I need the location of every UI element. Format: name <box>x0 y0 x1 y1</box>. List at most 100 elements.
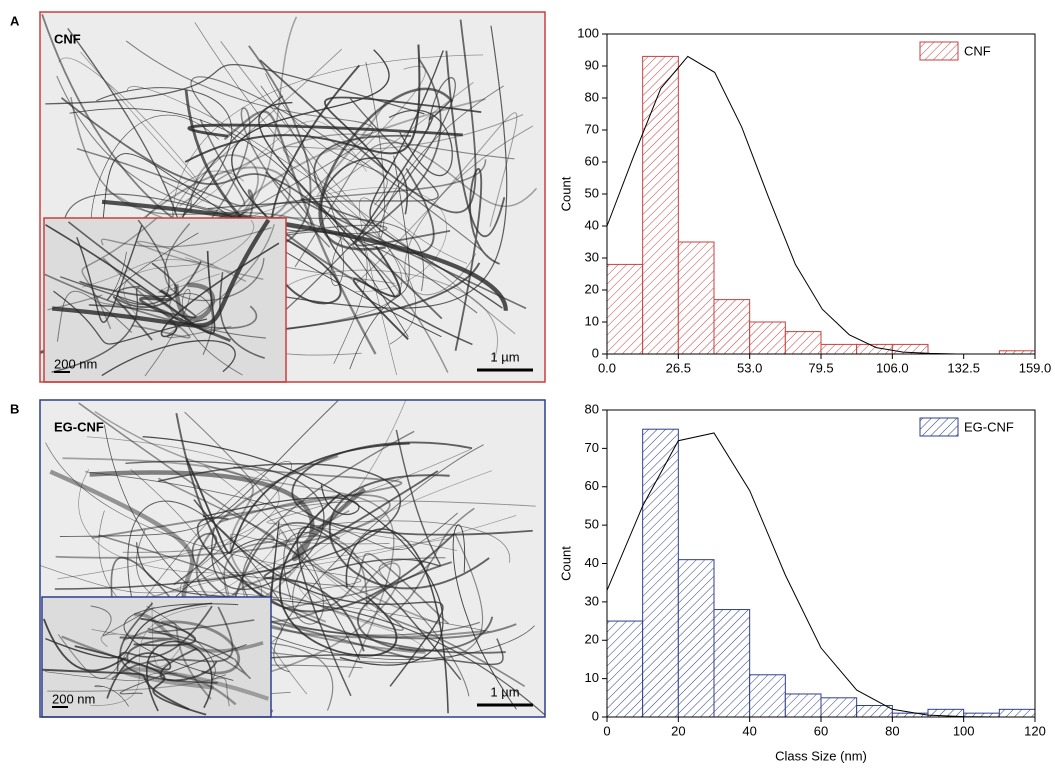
y-tick-label: 100 <box>577 25 599 40</box>
y-tick-label: 20 <box>585 281 599 296</box>
image-frame <box>39 11 546 383</box>
histogram-bar <box>749 321 786 355</box>
fiber <box>119 644 247 695</box>
inset-micrograph <box>42 597 271 717</box>
fiber <box>148 619 255 660</box>
fiber <box>175 412 455 613</box>
fiber <box>60 97 443 320</box>
fiber <box>54 463 402 590</box>
fiber <box>144 288 243 377</box>
fiber <box>84 471 458 550</box>
x-tick-label: 80 <box>885 723 899 738</box>
fiber <box>119 636 173 664</box>
panel-letter: B <box>10 401 19 416</box>
inset-scale-bar-label: 200 nm <box>54 356 97 371</box>
histogram-bar <box>713 609 751 718</box>
fiber <box>158 220 254 293</box>
y-tick-label: 10 <box>585 313 599 328</box>
fiber <box>357 561 494 652</box>
fiber <box>199 107 331 248</box>
fiber <box>231 49 390 217</box>
image-label: CNF <box>54 31 81 46</box>
y-tick-label: 40 <box>585 217 599 232</box>
x-tick-label: 106.0 <box>876 360 909 375</box>
fiber <box>297 470 493 661</box>
fiber <box>283 531 470 697</box>
fiber <box>67 221 197 319</box>
histogram-bar <box>677 241 715 355</box>
fiber <box>219 272 265 359</box>
x-tick-label: 100 <box>953 723 975 738</box>
y-tick-label: 30 <box>585 593 599 608</box>
fiber <box>101 227 272 248</box>
fiber <box>45 63 425 115</box>
fiber <box>193 499 444 687</box>
fiber <box>78 262 178 298</box>
histogram-bar <box>856 704 893 718</box>
fiber <box>354 58 451 247</box>
fiber <box>179 133 538 208</box>
fiber <box>369 50 503 309</box>
histogram-bar <box>784 331 822 355</box>
fiber <box>123 603 239 681</box>
x-axis-label: Class Size (nm) <box>775 748 867 763</box>
inset-scale-bar-label: 200 nm <box>52 691 95 706</box>
x-tick-label: 79.5 <box>808 360 833 375</box>
fiber <box>119 461 292 635</box>
fiber <box>230 571 425 654</box>
fiber <box>112 260 202 341</box>
fiber <box>94 410 395 678</box>
fiber <box>76 225 143 323</box>
fiber <box>404 125 534 296</box>
fiber <box>174 282 216 322</box>
fiber <box>258 101 396 298</box>
panel-letter: A <box>10 13 20 28</box>
histogram-bar <box>713 299 751 355</box>
histogram-bar <box>784 693 822 718</box>
fiber <box>164 223 265 302</box>
fiber <box>45 224 216 335</box>
fiber <box>202 484 360 518</box>
fiber <box>194 22 368 365</box>
fiber <box>47 294 132 311</box>
fiber <box>62 457 327 623</box>
fiber <box>61 635 237 706</box>
fiber <box>51 287 196 373</box>
fiber <box>91 629 152 648</box>
fiber <box>294 142 515 268</box>
fiber <box>260 85 348 286</box>
fiber <box>53 290 208 345</box>
y-tick-label: 80 <box>585 401 599 416</box>
fiber <box>354 112 518 285</box>
fiber <box>349 155 410 370</box>
fiber <box>45 602 213 659</box>
y-tick-label: 30 <box>585 249 599 264</box>
histogram-bar <box>642 55 679 355</box>
y-tick-label: 90 <box>585 57 599 72</box>
fiber <box>45 442 362 589</box>
fiber <box>268 620 517 661</box>
legend-label: CNF <box>964 43 991 58</box>
x-tick-label: 26.5 <box>666 360 691 375</box>
fiber <box>324 96 482 174</box>
histogram-bar <box>606 620 644 718</box>
x-tick-label: 60 <box>814 723 828 738</box>
x-tick-label: 120 <box>1024 723 1046 738</box>
inset-frame <box>41 596 272 718</box>
fiber <box>166 224 275 339</box>
fiber <box>445 50 506 238</box>
fiber <box>57 436 280 580</box>
histogram-bar <box>642 428 679 718</box>
fiber <box>90 605 208 707</box>
fiber <box>145 640 213 712</box>
fiber <box>101 199 508 311</box>
fiber <box>282 114 524 335</box>
histogram-bar <box>998 708 1036 718</box>
fiber <box>106 232 199 301</box>
fiber <box>147 627 251 679</box>
y-tick-label: 70 <box>585 121 599 136</box>
fiber <box>55 494 391 559</box>
fiber <box>146 605 227 680</box>
fiber <box>133 617 197 647</box>
fiber <box>94 685 129 707</box>
